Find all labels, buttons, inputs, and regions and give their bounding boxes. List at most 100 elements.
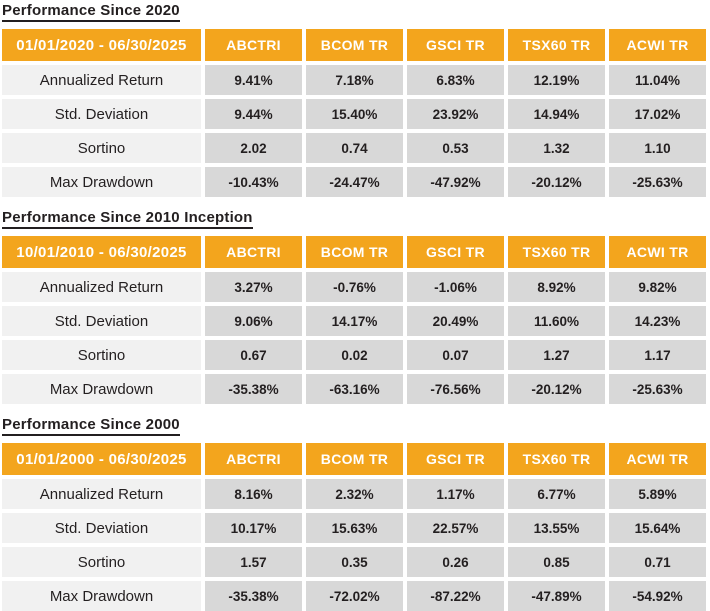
performance-table-section: Performance Since 2000 01/01/2000 - 06/3… bbox=[2, 416, 706, 611]
value-cell: 11.60% bbox=[508, 306, 605, 336]
row-label-cell: Sortino bbox=[2, 547, 201, 577]
column-header-cell: ABCTRI bbox=[205, 443, 302, 475]
column-header-cell: BCOM TR bbox=[306, 29, 403, 61]
value-cell: -54.92% bbox=[609, 581, 706, 611]
value-cell: 0.35 bbox=[306, 547, 403, 577]
value-cell: 6.77% bbox=[508, 479, 605, 509]
value-cell: 1.27 bbox=[508, 340, 605, 370]
period-header-cell: 10/01/2010 - 06/30/2025 bbox=[2, 236, 201, 268]
value-cell: 9.06% bbox=[205, 306, 302, 336]
value-cell: 1.17% bbox=[407, 479, 504, 509]
value-cell: -24.47% bbox=[306, 167, 403, 197]
value-cell: 22.57% bbox=[407, 513, 504, 543]
column-header-cell: ABCTRI bbox=[205, 29, 302, 61]
column-header-cell: BCOM TR bbox=[306, 443, 403, 475]
value-cell: 0.07 bbox=[407, 340, 504, 370]
value-cell: 14.23% bbox=[609, 306, 706, 336]
period-header-cell: 01/01/2000 - 06/30/2025 bbox=[2, 443, 201, 475]
value-cell: 0.85 bbox=[508, 547, 605, 577]
row-label-cell: Annualized Return bbox=[2, 65, 201, 95]
value-cell: 3.27% bbox=[205, 272, 302, 302]
row-label-cell: Max Drawdown bbox=[2, 374, 201, 404]
value-cell: 20.49% bbox=[407, 306, 504, 336]
value-cell: -25.63% bbox=[609, 167, 706, 197]
column-header-cell: ACWI TR bbox=[609, 29, 706, 61]
row-label-cell: Std. Deviation bbox=[2, 513, 201, 543]
value-cell: 0.02 bbox=[306, 340, 403, 370]
column-header-cell: GSCI TR bbox=[407, 443, 504, 475]
performance-table: 10/01/2010 - 06/30/2025 ABCTRI BCOM TR GSCI… bbox=[2, 236, 706, 404]
value-cell: 10.17% bbox=[205, 513, 302, 543]
value-cell: -76.56% bbox=[407, 374, 504, 404]
performance-table: 01/01/2020 - 06/30/2025 ABCTRI BCOM TR GSCI… bbox=[2, 29, 706, 197]
row-label-cell: Std. Deviation bbox=[2, 99, 201, 129]
value-cell: 1.10 bbox=[609, 133, 706, 163]
row-label-cell: Std. Deviation bbox=[2, 306, 201, 336]
table-title: Performance Since 2020 bbox=[2, 3, 180, 22]
value-cell: -20.12% bbox=[508, 374, 605, 404]
performance-table: 01/01/2000 - 06/30/2025 ABCTRI BCOM TR GSCI… bbox=[2, 443, 706, 611]
row-label-cell: Max Drawdown bbox=[2, 167, 201, 197]
value-cell: 11.04% bbox=[609, 65, 706, 95]
performance-table-section: Performance Since 2010 Inception 10/01/2… bbox=[2, 209, 706, 404]
value-cell: -1.06% bbox=[407, 272, 504, 302]
value-cell: -72.02% bbox=[306, 581, 403, 611]
value-cell: 14.17% bbox=[306, 306, 403, 336]
performance-table-section: Performance Since 2020 01/01/2020 - 06/3… bbox=[2, 2, 706, 197]
column-header-cell: GSCI TR bbox=[407, 29, 504, 61]
value-cell: -47.89% bbox=[508, 581, 605, 611]
column-header-cell: TSX60 TR bbox=[508, 236, 605, 268]
value-cell: 13.55% bbox=[508, 513, 605, 543]
value-cell: -47.92% bbox=[407, 167, 504, 197]
value-cell: 9.82% bbox=[609, 272, 706, 302]
row-label-cell: Sortino bbox=[2, 133, 201, 163]
column-header-cell: TSX60 TR bbox=[508, 443, 605, 475]
value-cell: 14.94% bbox=[508, 99, 605, 129]
value-cell: -35.38% bbox=[205, 374, 302, 404]
value-cell: 15.64% bbox=[609, 513, 706, 543]
value-cell: 0.74 bbox=[306, 133, 403, 163]
value-cell: 23.92% bbox=[407, 99, 504, 129]
value-cell: 17.02% bbox=[609, 99, 706, 129]
value-cell: -10.43% bbox=[205, 167, 302, 197]
value-cell: 15.40% bbox=[306, 99, 403, 129]
column-header-cell: GSCI TR bbox=[407, 236, 504, 268]
value-cell: 9.41% bbox=[205, 65, 302, 95]
value-cell: -87.22% bbox=[407, 581, 504, 611]
column-header-cell: ABCTRI bbox=[205, 236, 302, 268]
table-title: Performance Since 2000 bbox=[2, 417, 180, 436]
value-cell: 0.71 bbox=[609, 547, 706, 577]
value-cell: 1.57 bbox=[205, 547, 302, 577]
period-header-cell: 01/01/2020 - 06/30/2025 bbox=[2, 29, 201, 61]
value-cell: -0.76% bbox=[306, 272, 403, 302]
value-cell: -35.38% bbox=[205, 581, 302, 611]
value-cell: 1.32 bbox=[508, 133, 605, 163]
value-cell: 0.67 bbox=[205, 340, 302, 370]
value-cell: 8.16% bbox=[205, 479, 302, 509]
value-cell: 7.18% bbox=[306, 65, 403, 95]
value-cell: -20.12% bbox=[508, 167, 605, 197]
value-cell: 5.89% bbox=[609, 479, 706, 509]
value-cell: 6.83% bbox=[407, 65, 504, 95]
value-cell: 2.02 bbox=[205, 133, 302, 163]
column-header-cell: TSX60 TR bbox=[508, 29, 605, 61]
value-cell: 9.44% bbox=[205, 99, 302, 129]
value-cell: 1.17 bbox=[609, 340, 706, 370]
row-label-cell: Annualized Return bbox=[2, 272, 201, 302]
value-cell: 0.26 bbox=[407, 547, 504, 577]
row-label-cell: Sortino bbox=[2, 340, 201, 370]
value-cell: -63.16% bbox=[306, 374, 403, 404]
column-header-cell: ACWI TR bbox=[609, 443, 706, 475]
value-cell: 2.32% bbox=[306, 479, 403, 509]
value-cell: 15.63% bbox=[306, 513, 403, 543]
value-cell: 8.92% bbox=[508, 272, 605, 302]
value-cell: 12.19% bbox=[508, 65, 605, 95]
column-header-cell: ACWI TR bbox=[609, 236, 706, 268]
table-title: Performance Since 2010 Inception bbox=[2, 210, 253, 229]
column-header-cell: BCOM TR bbox=[306, 236, 403, 268]
row-label-cell: Annualized Return bbox=[2, 479, 201, 509]
value-cell: -25.63% bbox=[609, 374, 706, 404]
row-label-cell: Max Drawdown bbox=[2, 581, 201, 611]
value-cell: 0.53 bbox=[407, 133, 504, 163]
